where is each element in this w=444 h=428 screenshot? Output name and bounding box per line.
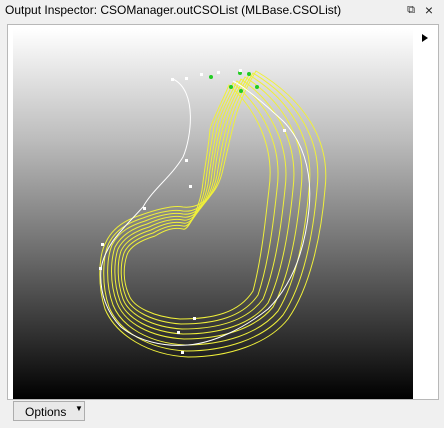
seed-point — [247, 72, 251, 76]
contour-1 — [103, 72, 319, 352]
options-button[interactable]: Options ▼ — [13, 401, 85, 421]
seed-point — [209, 75, 213, 79]
control-point — [239, 69, 242, 72]
restore-window-icon[interactable]: ⧉ — [407, 4, 415, 16]
control-point — [185, 77, 188, 80]
contour-render — [99, 69, 327, 358]
contour-0 — [99, 70, 327, 358]
seed-point — [255, 85, 259, 89]
control-point — [185, 159, 188, 162]
control-point — [177, 331, 180, 334]
close-icon[interactable]: × — [424, 2, 434, 18]
control-point — [283, 129, 286, 132]
control-point — [143, 207, 146, 210]
control-point — [217, 71, 220, 74]
control-point — [193, 317, 196, 320]
contour-4 — [114, 78, 295, 335]
control-points — [99, 69, 286, 354]
control-point — [171, 78, 174, 81]
contour-7 — [123, 84, 271, 320]
contour-6 — [120, 82, 279, 325]
triangle-right-icon[interactable] — [420, 32, 430, 44]
control-point — [200, 73, 203, 76]
contour-5 — [117, 80, 287, 330]
title-bar: Output Inspector: CSOManager.outCSOList … — [0, 0, 444, 22]
control-point — [99, 267, 102, 270]
seed-point — [239, 89, 243, 93]
render-viewport[interactable] — [13, 29, 413, 399]
contour-stack — [99, 70, 327, 358]
control-point — [181, 351, 184, 354]
seed-point — [229, 85, 233, 89]
options-label: Options — [25, 405, 67, 419]
active-contour — [100, 78, 311, 346]
window-title: Output Inspector: CSOManager.outCSOList … — [5, 3, 342, 17]
contour-2 — [107, 74, 311, 346]
control-point — [101, 243, 104, 246]
caret-down-icon: ▼ — [75, 404, 83, 413]
contour-3 — [111, 76, 303, 340]
control-point — [189, 185, 192, 188]
